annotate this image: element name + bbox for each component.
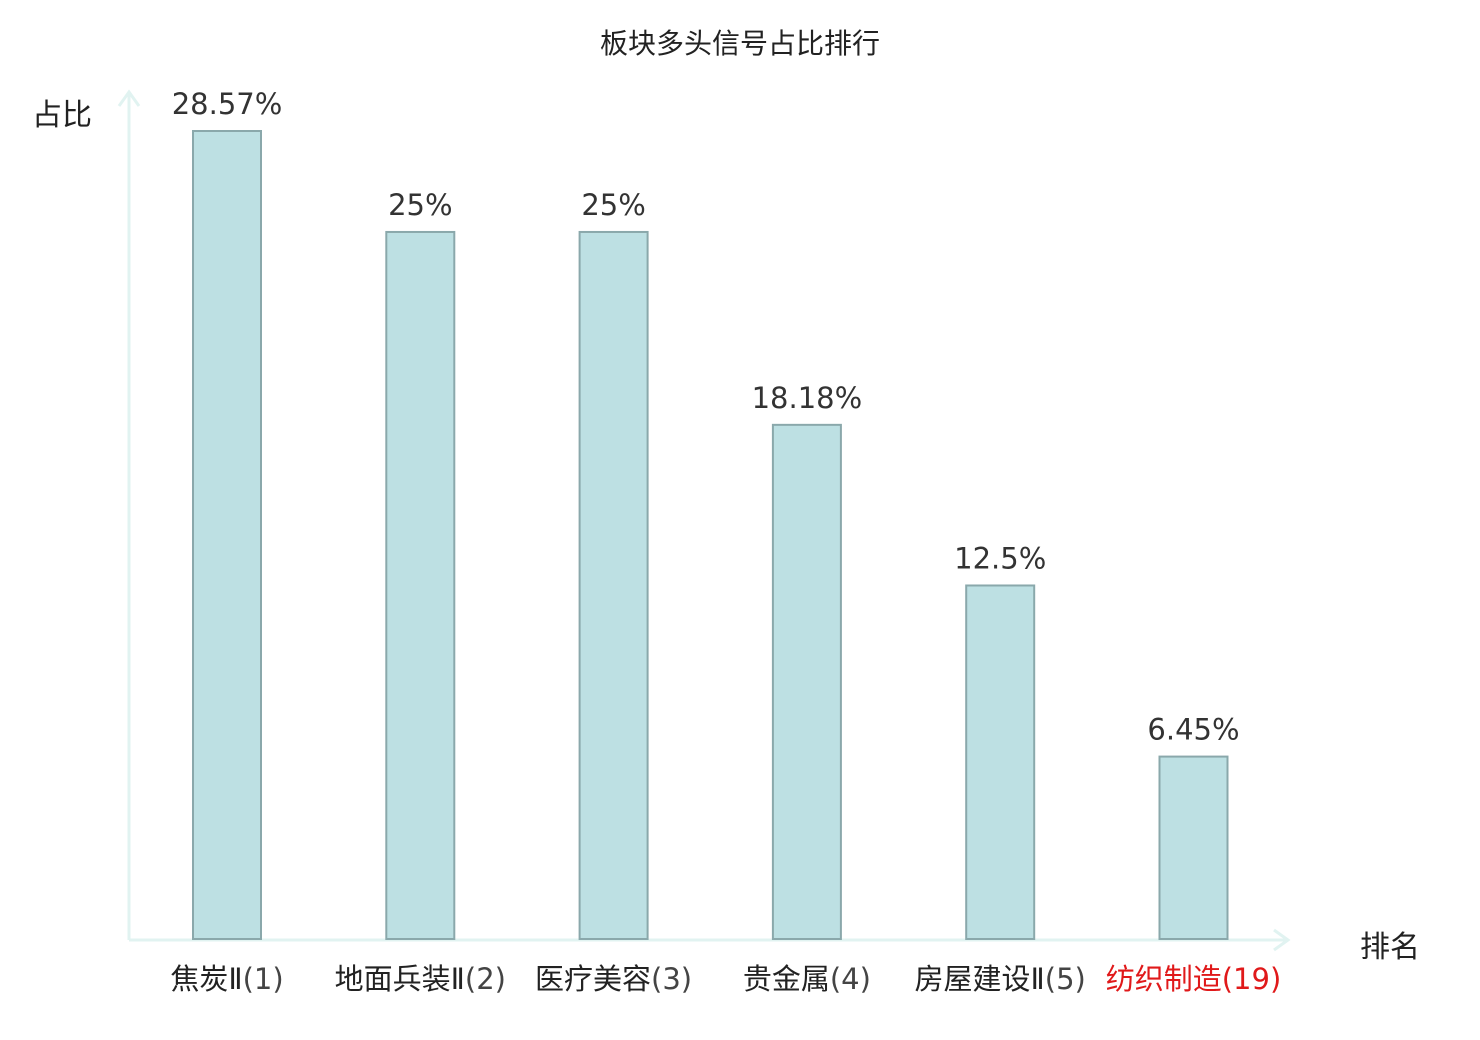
data-label-2: 25% (388, 188, 452, 222)
category-rank: (3) (651, 962, 693, 996)
data-label-5: 12.5% (954, 541, 1046, 575)
category-rank: (19) (1221, 962, 1282, 996)
bars (192, 130, 1229, 941)
chart-title: 板块多头信号占比排行 (599, 27, 880, 60)
bar-5 (965, 584, 1036, 940)
x-axis-label: 排名 (1360, 930, 1420, 965)
category-rank: (5) (1044, 962, 1086, 996)
data-label-3: 25% (581, 188, 645, 222)
category-rank: (2) (464, 962, 506, 996)
bar-4 (771, 423, 842, 941)
bar-2 (385, 230, 456, 940)
axes (117, 89, 1291, 952)
category-label-4: 贵金属(4) (707, 962, 907, 996)
bar-6 (1158, 755, 1229, 941)
bar-3 (578, 230, 649, 940)
category-name: 房屋建设Ⅱ (914, 962, 1045, 996)
x-axis-arrow-icon (1273, 928, 1291, 952)
category-name: 焦炭Ⅱ (170, 962, 243, 996)
data-labels: 28.57% 25% 25% 18.18% 12.5% 6.45% (172, 87, 1240, 747)
y-axis-arrow-icon (117, 89, 141, 107)
category-label-5: 房屋建设Ⅱ(5) (900, 962, 1100, 996)
category-name: 贵金属 (742, 962, 830, 996)
category-name: 地面兵装Ⅱ (334, 962, 465, 996)
category-label-6: 纺织制造(19) (1094, 962, 1294, 996)
category-label-1: 焦炭Ⅱ(1) (127, 962, 327, 996)
data-label-1: 28.57% (172, 87, 283, 121)
data-label-6: 6.45% (1147, 713, 1239, 747)
bar-1 (192, 130, 262, 940)
category-label-3: 医疗美容(3) (514, 962, 714, 996)
y-axis-label: 占比 (32, 98, 92, 133)
category-label-2: 地面兵装Ⅱ(2) (320, 962, 520, 996)
category-name: 纺织制造 (1105, 962, 1222, 996)
category-rank: (1) (242, 962, 284, 996)
data-label-4: 18.18% (752, 381, 863, 415)
category-rank: (4) (829, 962, 871, 996)
category-name: 医疗美容 (535, 962, 652, 996)
